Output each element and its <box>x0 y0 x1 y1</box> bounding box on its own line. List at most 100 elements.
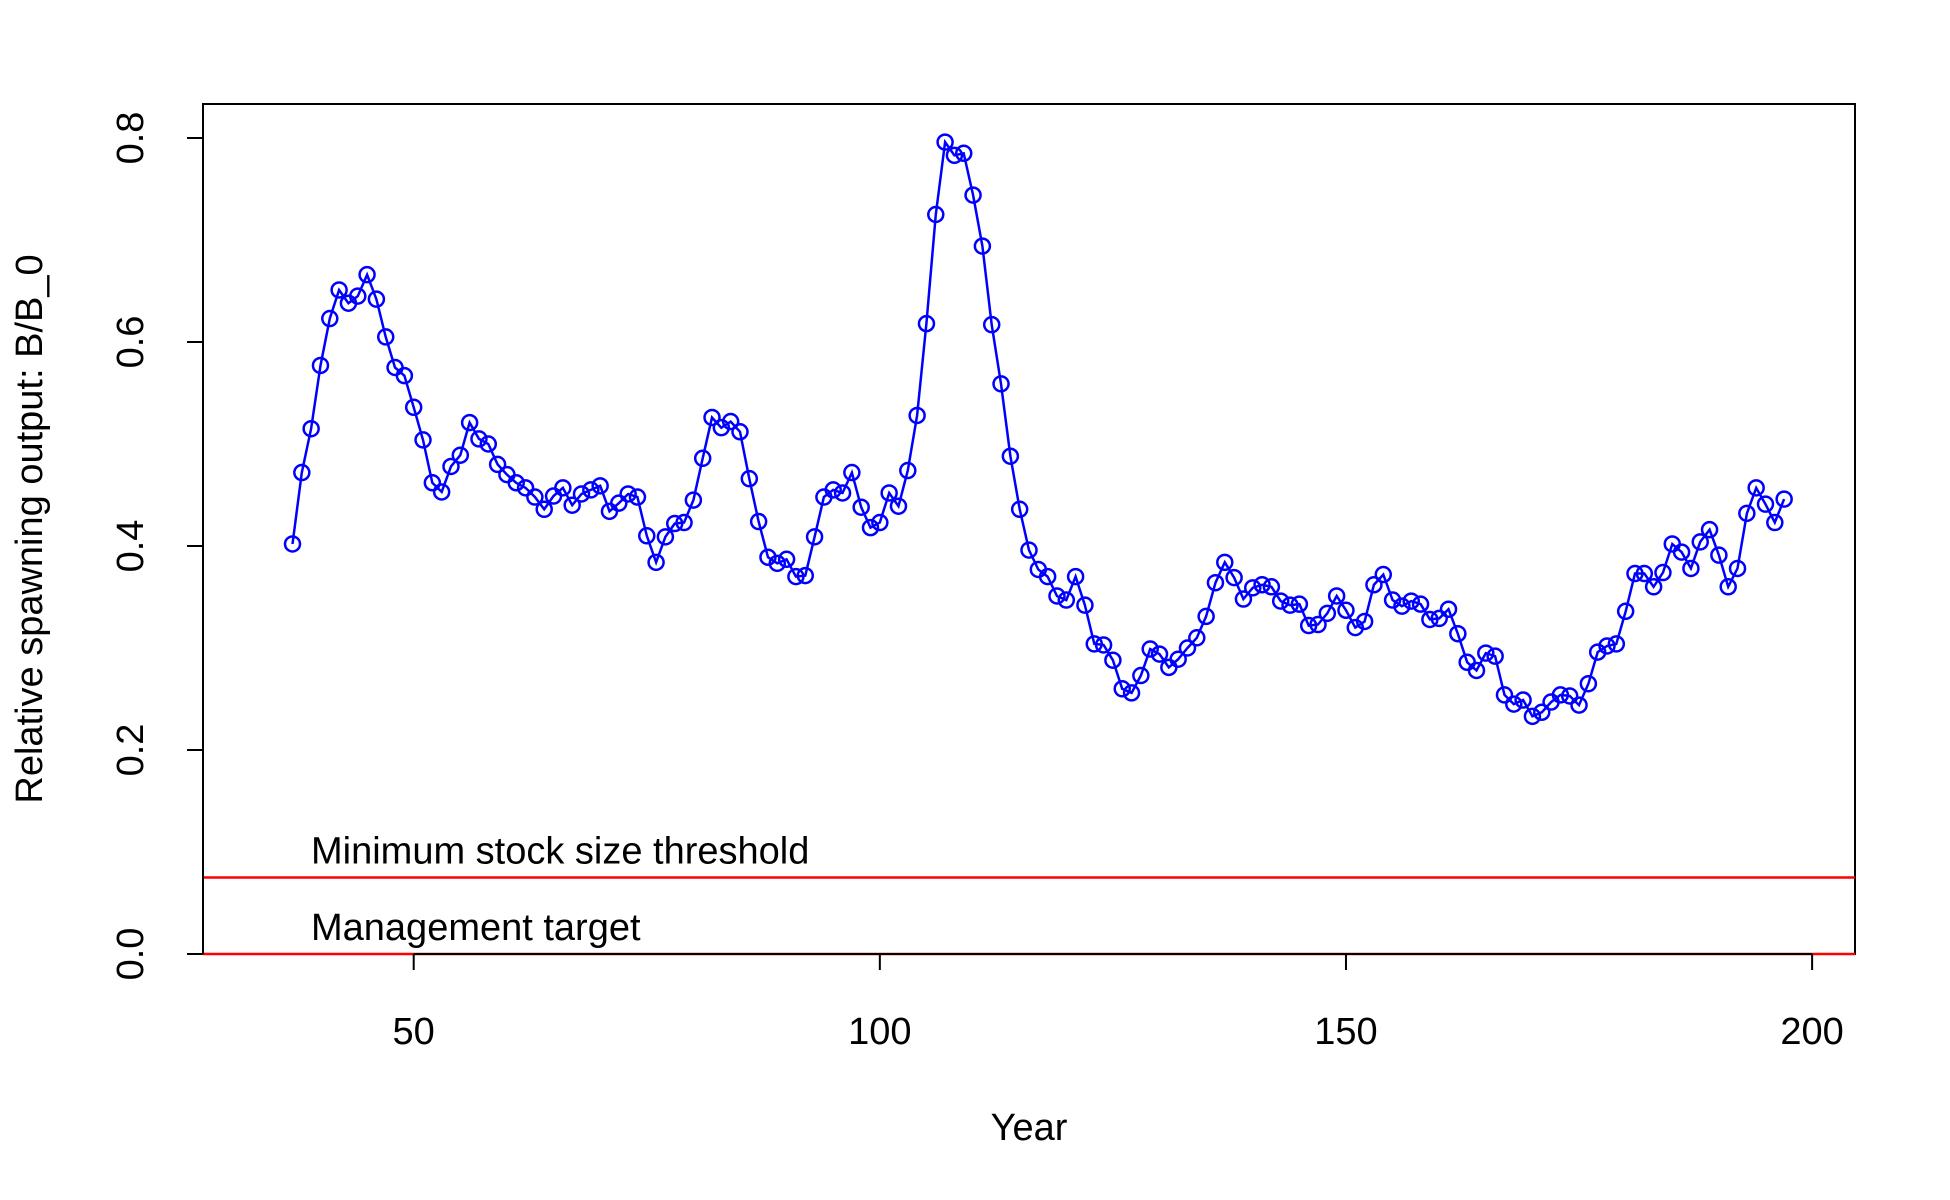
data-point <box>1113 680 1131 698</box>
data-point <box>1169 650 1187 668</box>
y-tick-label: 0.2 <box>110 724 152 777</box>
data-point <box>1262 578 1281 596</box>
data-point <box>992 375 1010 393</box>
data-point <box>1421 610 1439 629</box>
data-point <box>349 287 367 305</box>
data-point <box>1728 559 1747 578</box>
data-point <box>721 412 740 431</box>
data-point <box>638 527 656 545</box>
data-point <box>1150 645 1169 663</box>
data-point <box>777 550 796 569</box>
data-point <box>1094 636 1113 654</box>
data-point <box>1551 686 1570 704</box>
data-point <box>1691 533 1709 551</box>
data-point <box>656 528 675 546</box>
data-point <box>1626 564 1644 583</box>
data-point <box>880 484 898 502</box>
data-point <box>582 481 600 499</box>
data-point <box>899 461 917 480</box>
data-point <box>1188 629 1206 647</box>
data-point <box>1178 639 1197 657</box>
data-point <box>628 488 647 506</box>
data-point <box>927 205 945 224</box>
data-point <box>1299 616 1318 635</box>
y-tick-label: 0.8 <box>110 112 152 165</box>
data-point <box>1085 635 1104 653</box>
data-point <box>479 435 498 453</box>
series-line <box>291 138 1786 718</box>
data-point <box>1243 579 1262 597</box>
data-point <box>367 290 386 308</box>
data-point <box>1616 602 1635 621</box>
data-point <box>1710 546 1728 564</box>
data-point <box>1327 587 1346 605</box>
data-point <box>833 484 852 502</box>
data-point <box>610 494 628 512</box>
data-point <box>1393 597 1411 615</box>
data-point <box>973 237 992 255</box>
data-point <box>507 474 525 492</box>
data-point <box>1337 601 1355 620</box>
data-point <box>1505 695 1523 713</box>
data-point <box>731 423 749 441</box>
data-point <box>321 309 339 328</box>
x-tick-label: 200 <box>1780 1011 1843 1053</box>
data-point <box>1206 573 1225 592</box>
data-series <box>283 133 1793 726</box>
data-point <box>768 554 787 573</box>
data-point <box>1486 647 1504 665</box>
data-point <box>945 146 964 165</box>
data-point <box>675 513 693 532</box>
data-point <box>1281 596 1299 614</box>
y-tick-label: 0.0 <box>110 928 152 981</box>
data-point <box>1607 635 1626 653</box>
x-tick-label: 50 <box>393 1011 435 1053</box>
data-point <box>376 328 395 346</box>
data-point <box>1495 686 1514 704</box>
data-point <box>954 144 973 163</box>
data-point <box>1719 578 1737 596</box>
data-point <box>1635 564 1654 583</box>
data-point <box>1598 637 1616 655</box>
data-point <box>1020 541 1038 559</box>
data-point <box>1579 674 1598 693</box>
data-point <box>1411 595 1430 613</box>
data-point <box>1560 687 1579 705</box>
plot-frame <box>202 103 1856 955</box>
data-point <box>1225 568 1243 587</box>
data-point <box>982 315 1001 334</box>
data-point <box>283 535 302 553</box>
data-point <box>1076 596 1094 614</box>
y-tick-label: 0.6 <box>110 316 152 369</box>
data-point <box>619 485 637 503</box>
y-tick-label: 0.4 <box>110 520 152 573</box>
data-point <box>1355 612 1374 631</box>
data-point <box>1066 567 1085 586</box>
data-point <box>852 498 870 516</box>
y-axis: 0.0 0.2 0.4 0.6 0.8 <box>110 112 204 981</box>
reference-lines: Minimum stock size threshold Management t… <box>203 831 1855 956</box>
data-point <box>1430 609 1448 628</box>
reference-line-label-0: Minimum stock size threshold <box>311 831 809 873</box>
data-point <box>1775 490 1793 508</box>
data-point <box>1253 576 1271 594</box>
data-point <box>1449 624 1467 643</box>
data-point <box>1700 520 1719 539</box>
data-point <box>1747 479 1765 497</box>
data-point <box>516 479 535 497</box>
data-point <box>395 366 414 385</box>
data-point <box>1644 578 1663 596</box>
data-point <box>572 485 591 503</box>
data-point <box>1271 592 1290 610</box>
reference-line-label-1: Management target <box>311 907 641 949</box>
data-point <box>917 314 936 333</box>
data-point <box>1104 651 1122 669</box>
data-point <box>843 463 861 482</box>
x-axis-label: Year <box>991 1107 1068 1149</box>
data-point <box>470 430 488 448</box>
data-point <box>889 497 908 515</box>
data-point <box>488 455 507 474</box>
data-point <box>805 528 824 546</box>
data-point <box>358 265 376 284</box>
